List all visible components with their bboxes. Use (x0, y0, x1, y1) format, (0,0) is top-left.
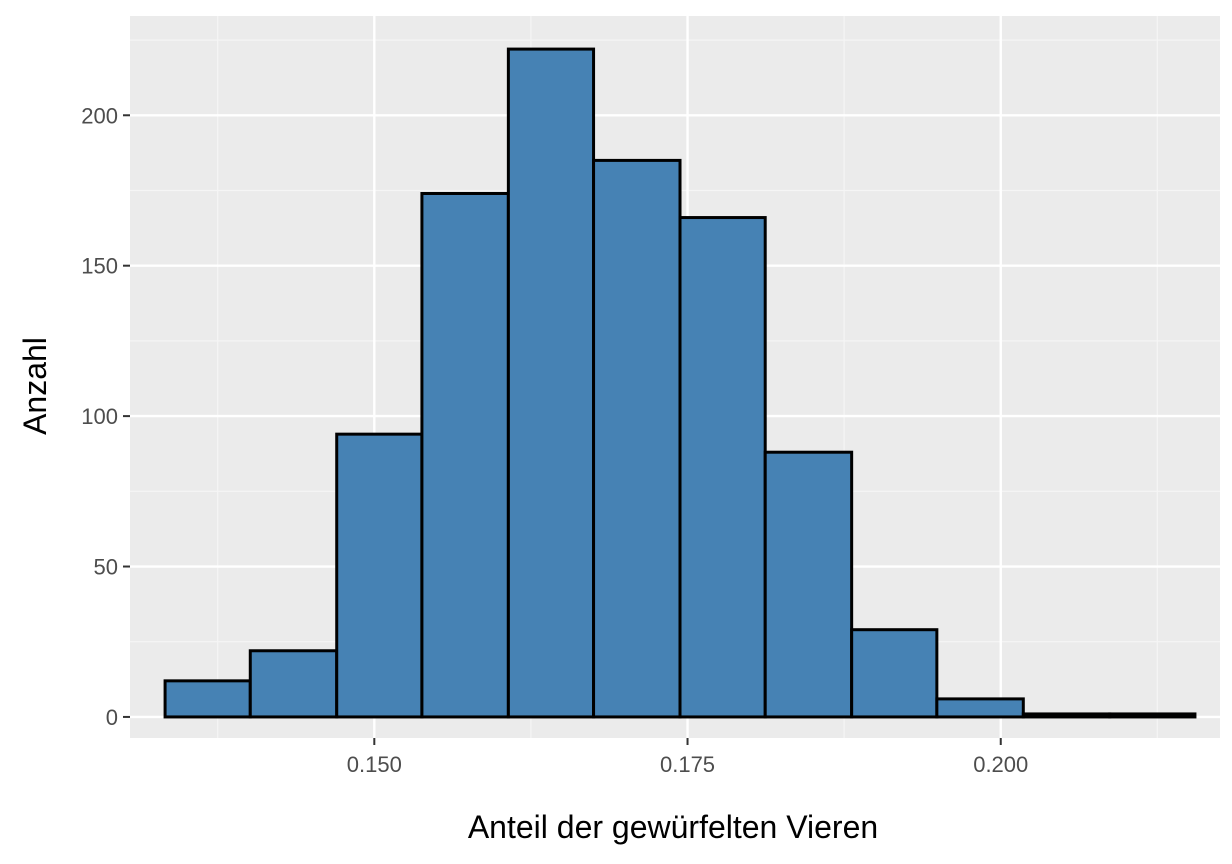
histogram-bar (1108, 712, 1197, 719)
y-axis-title: Anzahl (17, 337, 53, 435)
histogram-bar (763, 450, 854, 719)
histogram-bar (678, 216, 767, 719)
histogram-bars (163, 47, 1197, 719)
y-tick-label: 200 (81, 103, 118, 128)
x-tick-label: 0.200 (973, 752, 1028, 777)
y-tick-label: 150 (81, 254, 118, 279)
x-tick-label: 0.150 (347, 752, 402, 777)
x-tick-label: 0.175 (660, 752, 715, 777)
x-axis: 0.150 0.175 0.200 (347, 738, 1028, 777)
histogram-bar (850, 628, 939, 719)
y-tick-label: 50 (94, 555, 118, 580)
histogram-bar (592, 158, 682, 719)
histogram-bar (248, 649, 339, 719)
histogram-bar (1021, 712, 1112, 719)
histogram-bar (935, 697, 1025, 719)
y-tick-label: 100 (81, 404, 118, 429)
y-tick-label: 0 (106, 705, 118, 730)
histogram-bar (420, 191, 510, 719)
y-axis: 0 50 100 150 200 (81, 103, 130, 730)
histogram-bar (335, 432, 424, 719)
histogram-bar (163, 679, 252, 719)
histogram-bar (506, 47, 596, 719)
x-axis-title: Anteil der gewürfelten Vieren (468, 809, 878, 845)
